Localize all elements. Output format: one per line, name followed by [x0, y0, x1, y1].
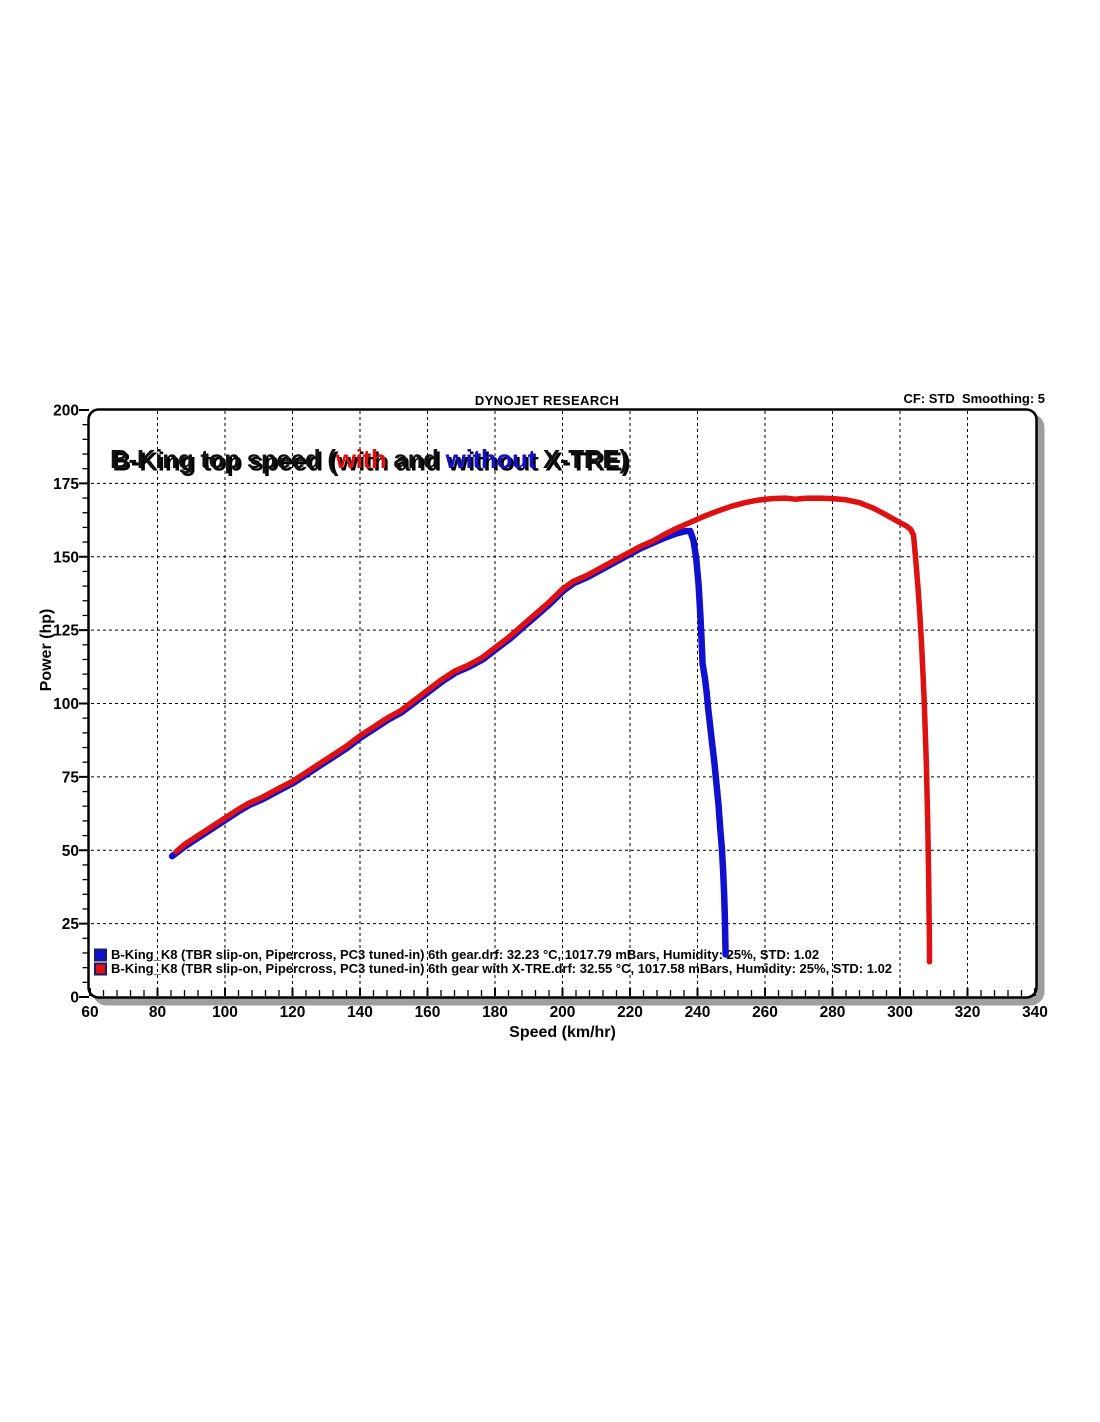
chart-title-segment: B-King top speed ( [110, 444, 336, 474]
y-tick-labels: 0 25 50 75 100 125 150 175 200 [53, 403, 79, 1007]
x-tick-label: 340 [1022, 1004, 1048, 1021]
chart-title-segment: and [387, 444, 446, 474]
x-tick-label: 200 [550, 1004, 576, 1021]
app-header-brand: DYNOJET RESEARCH [474, 393, 620, 408]
x-tick-label: 60 [81, 1004, 98, 1021]
legend-item: B-King_K8 (TBR slip-on, Pipercross, PC3 … [94, 947, 819, 962]
y-tick-label: 150 [53, 549, 79, 566]
x-axis-title: Speed (km/hr) [509, 1024, 616, 1041]
legend-label: B-King_K8 (TBR slip-on, Pipercross, PC3 … [111, 961, 892, 976]
legend: B-King_K8 (TBR slip-on, Pipercross, PC3 … [94, 947, 892, 976]
axis-ticks [79, 409, 1036, 998]
y-tick-label: 0 [70, 990, 79, 1007]
x-tick-label: 120 [280, 1004, 306, 1021]
x-tick-label: 300 [887, 1004, 913, 1021]
x-tick-label: 220 [617, 1004, 643, 1021]
x-tick-label: 260 [752, 1004, 778, 1021]
x-tick-label: 240 [685, 1004, 711, 1021]
y-tick-label: 175 [53, 476, 79, 493]
x-tick-labels: 60 80 100 120 140 160 180 200 220 240 260 280 300 320… [81, 1004, 1048, 1021]
x-tick-label: 140 [347, 1004, 373, 1021]
x-tick-label: 320 [955, 1004, 981, 1021]
legend-swatch [94, 962, 107, 976]
chart-title-segment: without [445, 444, 537, 474]
legend-swatch [94, 948, 107, 962]
legend-item: B-King_K8 (TBR slip-on, Pipercross, PC3 … [94, 961, 892, 976]
x-tick-label: 100 [212, 1004, 238, 1021]
correction-smoothing-settings: CF: STD Smoothing: 5 [903, 391, 1045, 406]
y-tick-label: 125 [53, 623, 79, 640]
legend-label: B-King_K8 (TBR slip-on, Pipercross, PC3 … [111, 947, 819, 962]
gridlines [91, 411, 1034, 996]
x-tick-label: 280 [820, 1004, 846, 1021]
chart-title-shadow: B-King top speed (with and without X-TRE… [113, 447, 631, 477]
chart-title-segment: X-TRE) [536, 444, 628, 474]
x-tick-label: 180 [482, 1004, 508, 1021]
x-tick-label: 160 [415, 1004, 441, 1021]
y-tick-label: 75 [62, 769, 80, 786]
y-tick-label: 100 [53, 696, 79, 713]
series-line-with-xtre [173, 495, 933, 965]
y-axis-title: Power (hp) [38, 609, 55, 692]
x-tick-label: 80 [149, 1004, 166, 1021]
y-tick-label: 200 [53, 403, 79, 420]
chart-title: B-King top speed (with and without X-TRE… [110, 444, 628, 474]
y-tick-label: 25 [62, 916, 80, 933]
chart-title-segment: with [335, 444, 387, 474]
y-tick-label: 50 [62, 843, 79, 860]
